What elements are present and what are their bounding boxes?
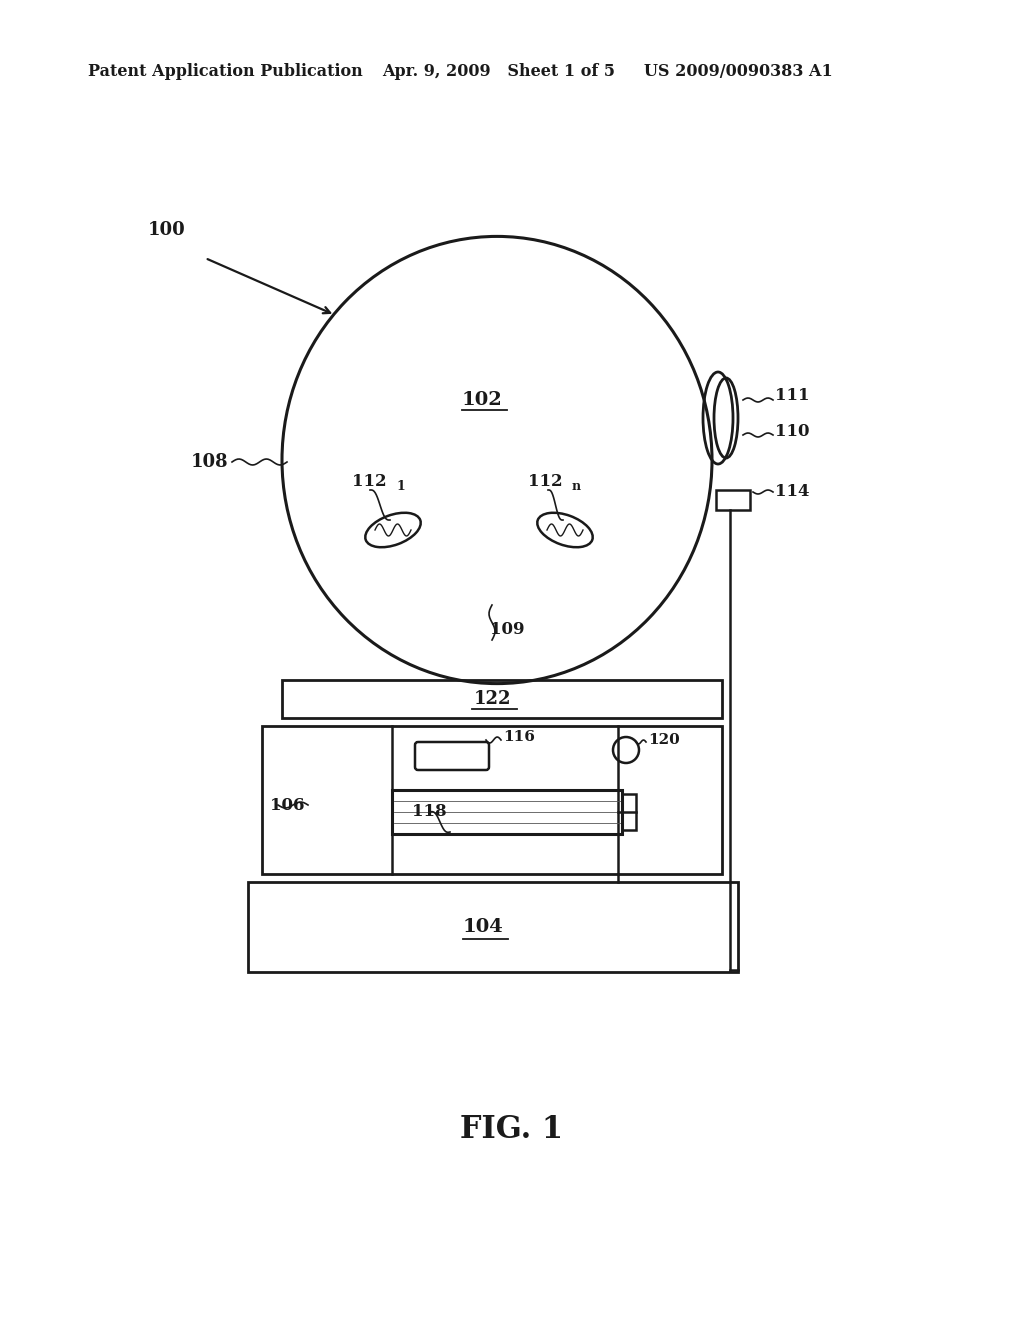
Text: 116: 116 bbox=[503, 730, 535, 744]
Text: 104: 104 bbox=[463, 917, 504, 936]
Bar bbox=[248, 882, 738, 972]
Bar bbox=[282, 680, 722, 718]
Text: n: n bbox=[572, 480, 582, 494]
Text: Apr. 9, 2009   Sheet 1 of 5: Apr. 9, 2009 Sheet 1 of 5 bbox=[382, 63, 615, 81]
Text: 100: 100 bbox=[148, 220, 185, 239]
Bar bbox=[716, 490, 750, 510]
Text: 111: 111 bbox=[775, 388, 810, 404]
Text: 102: 102 bbox=[462, 391, 503, 409]
Text: 110: 110 bbox=[775, 424, 810, 441]
Text: 109: 109 bbox=[490, 622, 524, 639]
Text: 114: 114 bbox=[775, 483, 810, 500]
Text: 112: 112 bbox=[352, 474, 387, 491]
Text: Patent Application Publication: Patent Application Publication bbox=[88, 63, 362, 81]
Bar bbox=[262, 726, 722, 874]
Text: 106: 106 bbox=[270, 796, 304, 813]
Text: US 2009/0090383 A1: US 2009/0090383 A1 bbox=[644, 63, 833, 81]
Text: 120: 120 bbox=[648, 733, 680, 747]
Bar bbox=[622, 795, 636, 830]
Text: 1: 1 bbox=[397, 480, 406, 494]
Text: FIG. 1: FIG. 1 bbox=[461, 1114, 563, 1146]
Bar bbox=[392, 789, 622, 834]
Text: 118: 118 bbox=[412, 804, 446, 821]
Text: 108: 108 bbox=[190, 453, 228, 471]
Text: 122: 122 bbox=[473, 690, 511, 708]
Text: 112: 112 bbox=[528, 474, 562, 491]
